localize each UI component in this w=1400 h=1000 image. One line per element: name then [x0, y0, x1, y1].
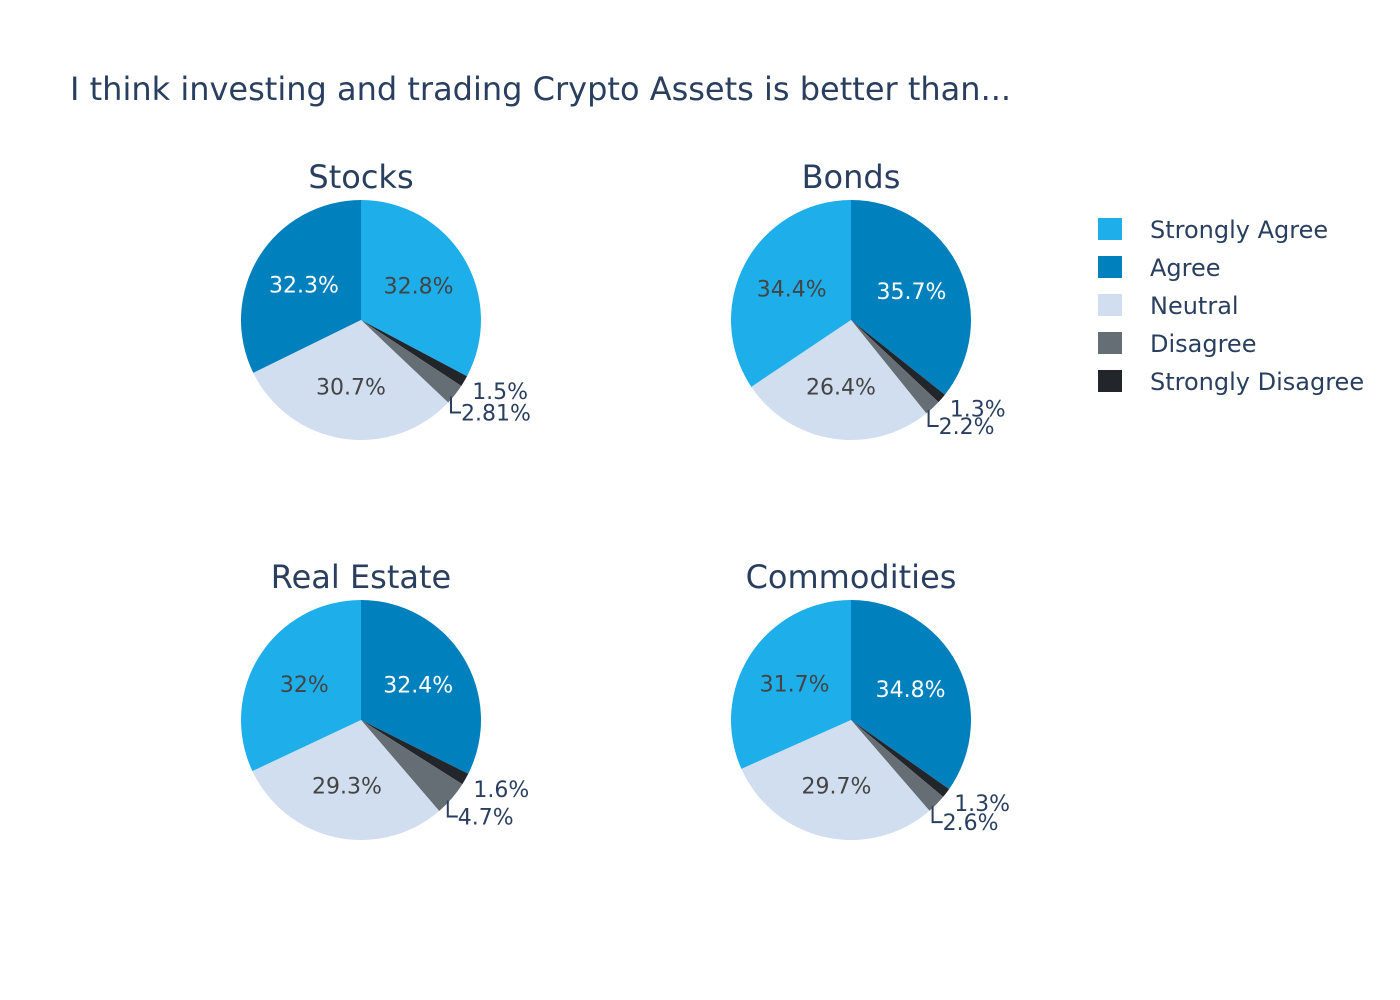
pie-slice-disagree [851, 720, 944, 811]
slice-label: 34.8% [876, 678, 946, 703]
pie-slice-neutral [252, 720, 440, 840]
pie-commodities: Commodities 34.8% 29.7% 31.7% 1.3%2.6% [731, 558, 1010, 840]
legend-label: Strongly Disagree [1150, 368, 1364, 396]
slice-label: 32.3% [269, 274, 339, 299]
pies-layer: Stocks 32.8% 30.7% 32.3% 1.5%2.81% Bonds 35.7%… [240, 158, 1010, 840]
slice-label: 34.4% [757, 277, 827, 302]
legend-label: Neutral [1150, 292, 1239, 320]
slice-label-outside: 1.3% [954, 792, 1010, 817]
legend-item-disagree[interactable]: Disagree [1098, 330, 1256, 358]
legend-item-strongly-agree[interactable]: Strongly Agree [1098, 216, 1328, 244]
legend-label: Strongly Agree [1150, 216, 1328, 244]
pie-slice-disagree [361, 320, 462, 403]
legend-swatch [1098, 294, 1122, 316]
pie-slice-strongly-agree [730, 200, 851, 387]
slice-label: 32% [280, 673, 329, 698]
leader-line [450, 396, 461, 414]
pie-slice-agree [240, 200, 361, 373]
pie-slice-neutral [741, 720, 930, 840]
pie-bonds: Bonds 35.7% 26.4% 34.4% 1.3%2.2% [730, 158, 1006, 441]
slice-label: 29.3% [312, 775, 382, 800]
slice-label: 32.4% [383, 674, 453, 699]
legend: Strongly Agree Agree Neutral Disagree Strong… [1098, 216, 1364, 396]
leader-line [927, 410, 939, 427]
pie-slice-neutral [751, 320, 927, 441]
pie-slice-neutral [253, 320, 449, 441]
slice-label-outside: 2.2% [939, 415, 995, 440]
pie-slice-agree [851, 200, 971, 395]
pie-real-estate: Real Estate 32.4% 29.3% 32% 1.6% 4.7% [241, 558, 529, 840]
pie-slice-agree [851, 600, 971, 790]
pie-slice-strongly-agree [241, 600, 361, 772]
pie-slice-disagree [361, 720, 463, 811]
slice-label: 26.4% [806, 375, 876, 400]
legend-item-strongly-disagree[interactable]: Strongly Disagree [1098, 368, 1364, 396]
slice-label-outside: 1.6% [473, 778, 529, 803]
pie-stocks: Stocks 32.8% 30.7% 32.3% 1.5%2.81% [240, 158, 531, 441]
pie-title: Real Estate [271, 558, 451, 596]
slice-label: 29.7% [801, 775, 871, 800]
pie-slice-strongly-disagree [851, 320, 945, 403]
legend-label: Agree [1150, 254, 1221, 282]
slice-label-outside: 1.3% [950, 398, 1006, 423]
chart-title: I think investing and trading Crypto Ass… [70, 70, 1011, 108]
slice-label-outside: 2.81% [461, 402, 531, 427]
slice-label-outside: 1.5% [472, 380, 528, 405]
pie-title: Bonds [802, 158, 901, 196]
pie-title: Commodities [746, 558, 957, 596]
slice-label-outside: 4.7% [458, 806, 514, 831]
legend-swatch [1098, 370, 1122, 392]
legend-swatch [1098, 218, 1122, 240]
pie-slice-strongly-disagree [361, 720, 469, 785]
slice-label: 31.7% [760, 672, 830, 697]
slice-label-outside: 2.6% [943, 811, 999, 836]
legend-item-neutral[interactable]: Neutral [1098, 292, 1239, 320]
pie-slice-disagree [851, 320, 939, 414]
pie-title: Stocks [308, 158, 413, 196]
pie-slice-strongly-agree [731, 600, 851, 769]
pie-slice-strongly-disagree [851, 720, 950, 797]
legend-swatch [1098, 256, 1122, 278]
pie-slice-agree [361, 600, 482, 774]
leader-line [931, 806, 943, 824]
pie-slice-strongly-disagree [361, 320, 467, 386]
slice-label: 32.8% [384, 274, 454, 299]
slice-label: 35.7% [877, 280, 947, 305]
slice-label: 30.7% [316, 375, 386, 400]
legend-label: Disagree [1150, 330, 1256, 358]
legend-item-agree[interactable]: Agree [1098, 254, 1221, 282]
legend-swatch [1098, 332, 1122, 354]
leader-line [446, 800, 458, 818]
pie-slice-strongly-agree [361, 200, 481, 377]
